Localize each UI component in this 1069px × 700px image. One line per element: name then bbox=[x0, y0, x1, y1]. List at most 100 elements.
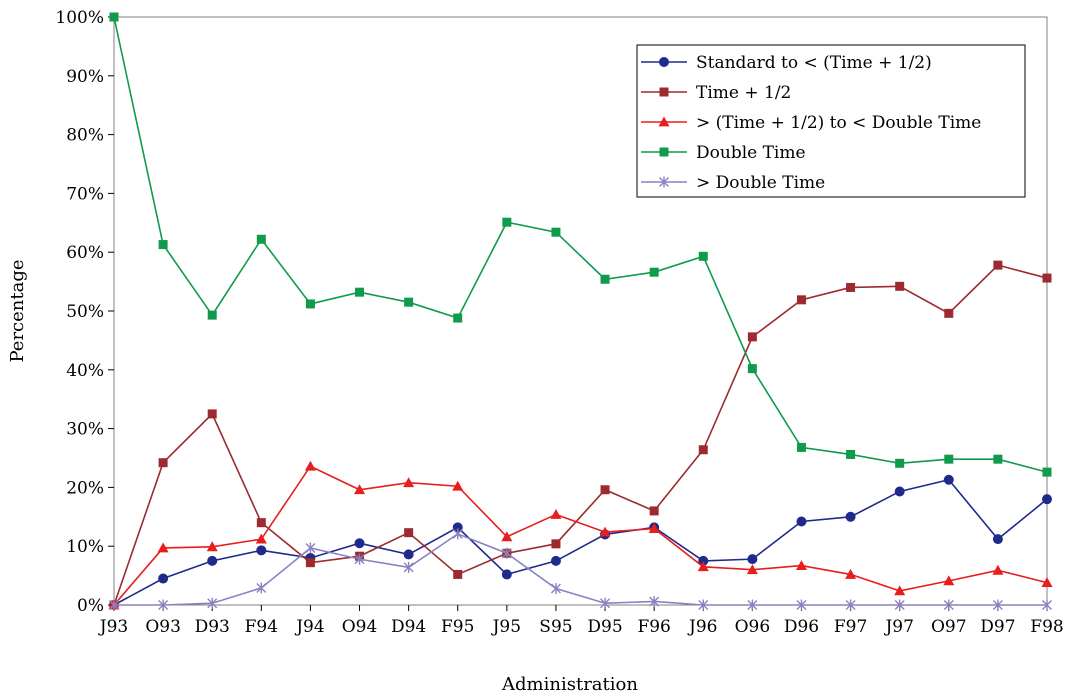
data-point bbox=[403, 549, 414, 560]
x-tick-label: D96 bbox=[784, 617, 819, 637]
data-point bbox=[846, 449, 856, 459]
data-point bbox=[550, 583, 561, 595]
data-point bbox=[255, 533, 267, 544]
legend-marker bbox=[658, 116, 670, 127]
legend-marker bbox=[659, 87, 669, 97]
x-tick-label: J93 bbox=[98, 617, 128, 637]
y-tick-label: 20% bbox=[66, 478, 104, 498]
data-point bbox=[403, 477, 415, 488]
y-tick-label: 10% bbox=[66, 537, 104, 557]
series-line bbox=[113, 264, 1048, 606]
x-tick-label: J94 bbox=[294, 617, 324, 637]
data-point bbox=[944, 454, 954, 464]
data-point bbox=[403, 561, 414, 573]
x-axis-ticks: J93 O93 D93 F94 J94 O94 D94 F95 J95 S95 D95 F96 J96 O… bbox=[98, 605, 1064, 637]
data-point bbox=[943, 575, 955, 586]
data-point bbox=[404, 297, 414, 307]
data-point bbox=[109, 599, 119, 611]
legend-entry: > (Time + 1/2) to < Double Time bbox=[641, 113, 981, 133]
legend-entry: Time + 1/2 bbox=[641, 83, 791, 103]
data-point bbox=[649, 267, 659, 277]
legend-label: Time + 1/2 bbox=[696, 83, 791, 103]
legend-entry: Standard to < (Time + 1/2) bbox=[641, 53, 932, 73]
data-point bbox=[747, 364, 757, 374]
x-tick-label: F98 bbox=[1030, 617, 1063, 637]
data-point bbox=[698, 599, 709, 611]
data-point bbox=[354, 538, 365, 549]
data-point bbox=[649, 506, 659, 516]
data-point bbox=[158, 599, 169, 611]
data-point bbox=[746, 564, 758, 575]
data-point bbox=[796, 442, 806, 452]
data-point bbox=[550, 508, 562, 519]
data-point bbox=[943, 599, 954, 611]
legend-label: > (Time + 1/2) to < Double Time bbox=[696, 113, 981, 133]
x-tick-label: F94 bbox=[245, 617, 278, 637]
data-point bbox=[501, 569, 512, 580]
data-point bbox=[1042, 273, 1052, 283]
data-point bbox=[1042, 467, 1052, 477]
x-tick-label: F95 bbox=[441, 617, 474, 637]
legend-entry: Double Time bbox=[641, 143, 806, 163]
data-point bbox=[452, 480, 464, 491]
data-point bbox=[304, 460, 316, 471]
data-point bbox=[599, 526, 611, 537]
data-point bbox=[158, 240, 168, 250]
legend: Standard to < (Time + 1/2) Time + 1/2 > (T… bbox=[636, 44, 1026, 198]
y-tick-label: 0% bbox=[77, 596, 104, 616]
x-axis-label: Administration bbox=[501, 674, 638, 695]
data-point bbox=[944, 308, 954, 318]
data-point bbox=[648, 523, 660, 533]
data-point bbox=[993, 454, 1003, 464]
data-point bbox=[256, 582, 267, 594]
data-point bbox=[845, 599, 856, 611]
data-point bbox=[157, 542, 169, 553]
series-5 bbox=[109, 528, 1052, 611]
data-point bbox=[600, 274, 610, 284]
data-point bbox=[747, 554, 758, 565]
data-point bbox=[305, 542, 316, 554]
y-tick-label: 70% bbox=[66, 184, 104, 204]
data-point bbox=[354, 553, 365, 565]
data-point bbox=[206, 541, 218, 552]
legend-label: > Double Time bbox=[696, 173, 825, 193]
y-tick-label: 40% bbox=[66, 361, 104, 381]
data-point bbox=[207, 597, 218, 609]
data-point bbox=[992, 564, 1004, 575]
data-point bbox=[894, 599, 905, 611]
x-tick-label: O93 bbox=[145, 617, 181, 637]
y-tick-label: 50% bbox=[66, 302, 104, 322]
series-line bbox=[113, 16, 1048, 473]
data-point bbox=[845, 568, 857, 579]
data-point bbox=[355, 287, 365, 297]
series-line bbox=[114, 532, 1047, 606]
data-point bbox=[600, 485, 610, 495]
data-point bbox=[354, 484, 366, 495]
x-tick-label: J95 bbox=[491, 617, 521, 637]
data-point bbox=[698, 445, 708, 455]
series-4 bbox=[109, 12, 1052, 477]
data-point bbox=[256, 545, 267, 556]
data-point bbox=[502, 217, 512, 227]
x-tick-label: O97 bbox=[931, 617, 967, 637]
data-point bbox=[895, 281, 905, 291]
x-tick-label: D94 bbox=[391, 617, 426, 637]
series-2 bbox=[109, 260, 1052, 610]
x-tick-label: D93 bbox=[195, 617, 230, 637]
data-point bbox=[747, 599, 758, 611]
data-point bbox=[501, 547, 512, 559]
data-point bbox=[795, 560, 807, 571]
data-point bbox=[453, 313, 463, 323]
data-point bbox=[992, 534, 1003, 545]
legend-entry: > Double Time bbox=[641, 173, 825, 193]
data-point bbox=[305, 299, 315, 309]
x-tick-label: D97 bbox=[980, 617, 1015, 637]
x-tick-label: J97 bbox=[883, 617, 913, 637]
data-point bbox=[600, 597, 611, 609]
data-point bbox=[943, 474, 954, 485]
data-point bbox=[747, 332, 757, 342]
x-tick-label: O94 bbox=[342, 617, 378, 637]
series-3 bbox=[108, 460, 1053, 610]
x-tick-label: O96 bbox=[735, 617, 771, 637]
